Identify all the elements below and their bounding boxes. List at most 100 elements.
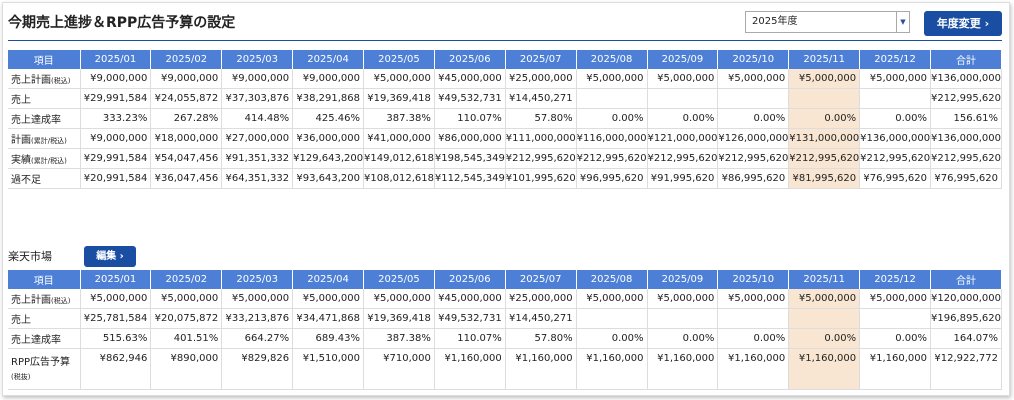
table-cell: 0.00% <box>647 108 719 129</box>
table-cell: 414.48% <box>221 108 294 129</box>
table-cell: 57.80% <box>505 108 577 129</box>
table-cell: ¥5,000,000 <box>150 289 223 309</box>
row-label: 売上 <box>8 308 81 329</box>
table-cell: 0.00% <box>859 108 931 129</box>
column-header: 2025/10 <box>717 270 790 289</box>
row-label: 売上達成率 <box>8 108 81 129</box>
table-cell: ¥81,995,620 <box>788 168 861 189</box>
table-cell: 425.46% <box>292 108 364 129</box>
table-cell: ¥27,000,000 <box>221 128 294 149</box>
column-header: 2025/02 <box>150 270 223 289</box>
row-label-note: (税込) <box>51 297 71 305</box>
row-label-text: 売上達成率 <box>11 335 61 346</box>
year-select[interactable]: 2025年度 ▼ <box>745 11 910 33</box>
column-header: 2025/09 <box>647 270 719 289</box>
table-cell: 57.80% <box>505 328 577 349</box>
table-cell: ¥112,545,349 <box>434 168 506 189</box>
table-cell: 110.07% <box>434 328 506 349</box>
table-cell: ¥49,532,731 <box>434 88 506 109</box>
row-label: 実績(累計/税込) <box>8 148 81 169</box>
table-cell: 110.07% <box>434 108 506 129</box>
table-row: 売上 ¥29,991,584 ¥24,055,872 ¥37,303,876 ¥38,2… <box>8 88 1002 109</box>
table-cell: ¥25,000,000 <box>505 69 577 89</box>
divider <box>8 40 1002 41</box>
table-cell: ¥14,450,271 <box>505 308 577 329</box>
row-label-text: 売上 <box>11 95 31 106</box>
table-cell: ¥45,000,000 <box>434 289 506 309</box>
table-row: 過不足 ¥20,991,584 ¥36,047,456 ¥64,351,332 ¥93,… <box>8 168 1002 189</box>
table-cell: ¥5,000,000 <box>647 289 719 309</box>
table-cell: ¥212,995,620 <box>717 148 790 169</box>
column-header: 2025/08 <box>576 270 648 289</box>
column-header: 2025/01 <box>80 270 152 289</box>
table-cell: ¥212,995,620 <box>930 88 1002 109</box>
table-cell: ¥710,000 <box>363 348 435 390</box>
page-title: 今期売上進捗＆RPP広告予算の設定 <box>8 15 236 31</box>
row-label-text: 実績 <box>11 155 31 166</box>
table-cell: ¥5,000,000 <box>788 69 861 89</box>
year-change-button[interactable]: 年度変更 › <box>924 11 1002 36</box>
row-label-note: (累計/税込) <box>31 137 67 145</box>
row-label-note: (税込) <box>51 77 71 85</box>
column-header: 項目 <box>8 50 81 69</box>
row-label-note: (税抜) <box>11 373 31 381</box>
table-cell: 387.38% <box>363 108 435 129</box>
table-cell: ¥196,895,620 <box>930 308 1002 329</box>
section-title: 楽天市場 <box>8 250 52 263</box>
table-row: 実績(累計/税込) ¥29,991,584 ¥54,047,456 ¥91,351,3… <box>8 148 1002 169</box>
table-cell: ¥108,012,618 <box>363 168 435 189</box>
button-label: 年度変更 <box>936 17 981 30</box>
table-cell: ¥1,160,000 <box>647 348 719 390</box>
column-header: 2025/06 <box>434 50 506 69</box>
row-label-text: 売上計画 <box>11 295 51 306</box>
table-cell: 689.43% <box>292 328 364 349</box>
column-header: 2025/01 <box>80 50 152 69</box>
table-cell: ¥5,000,000 <box>859 289 931 309</box>
table-cell: ¥149,012,618 <box>363 148 435 169</box>
table-row: 計画(累計/税込) ¥9,000,000 ¥18,000,000 ¥27,000,00… <box>8 128 1002 149</box>
table-cell: ¥49,532,731 <box>434 308 506 329</box>
table-cell: ¥5,000,000 <box>221 289 294 309</box>
table-row: 売上達成率 333.23% 267.28% 414.48% 425.46% 387.38%… <box>8 108 1002 129</box>
column-header: 2025/04 <box>292 270 364 289</box>
edit-button[interactable]: 編集 › <box>84 246 136 267</box>
table-cell: ¥93,643,200 <box>292 168 364 189</box>
table-cell: ¥1,160,000 <box>859 348 931 390</box>
row-label-text: 計画 <box>11 135 31 146</box>
row-label: 過不足 <box>8 168 81 189</box>
table-cell: ¥136,000,000 <box>930 69 1002 89</box>
table-cell: 156.61% <box>930 108 1002 129</box>
table-row: 売上計画(税込) ¥9,000,000 ¥9,000,000 ¥9,000,000 ¥9… <box>8 69 1002 89</box>
table-row: 売上 ¥25,781,584 ¥20,075,872 ¥33,213,876 ¥34,4… <box>8 308 1002 329</box>
table-cell: ¥34,471,868 <box>292 308 364 329</box>
button-label: 編集 <box>96 251 117 262</box>
column-header: 2025/03 <box>221 50 294 69</box>
table-cell: ¥890,000 <box>150 348 223 390</box>
table-cell <box>859 308 931 329</box>
table-cell: ¥1,160,000 <box>434 348 506 390</box>
row-label-text: 売上計画 <box>11 75 51 86</box>
table-cell: ¥91,995,620 <box>647 168 719 189</box>
table-cell: ¥829,826 <box>221 348 294 390</box>
table-cell: ¥120,000,000 <box>930 289 1002 309</box>
header-row: 項目 2025/01 2025/02 2025/03 2025/04 2025/05 202… <box>8 270 1002 289</box>
table-cell <box>859 88 931 109</box>
column-header: 2025/11 <box>788 50 861 69</box>
column-header: 2025/09 <box>647 50 719 69</box>
table-cell <box>717 88 790 109</box>
table-cell: ¥12,922,772 <box>930 348 1002 390</box>
table-cell: 333.23% <box>80 108 152 129</box>
table-cell: 387.38% <box>363 328 435 349</box>
table-cell: ¥76,995,620 <box>859 168 931 189</box>
table-cell: ¥20,991,584 <box>80 168 152 189</box>
table-cell: ¥91,351,332 <box>221 148 294 169</box>
table-cell: ¥25,781,584 <box>80 308 152 329</box>
table-cell: ¥36,047,456 <box>150 168 223 189</box>
column-header: 合計 <box>930 270 1002 289</box>
table-cell: ¥9,000,000 <box>292 69 364 89</box>
column-header: 2025/06 <box>434 270 506 289</box>
table-cell: ¥9,000,000 <box>80 128 152 149</box>
table-row: RPP広告予算 (税抜) ¥862,946 ¥890,000 ¥829,826 ¥1,51… <box>8 348 1002 390</box>
header-row: 項目 2025/01 2025/02 2025/03 2025/04 2025/05 202… <box>8 50 1002 69</box>
